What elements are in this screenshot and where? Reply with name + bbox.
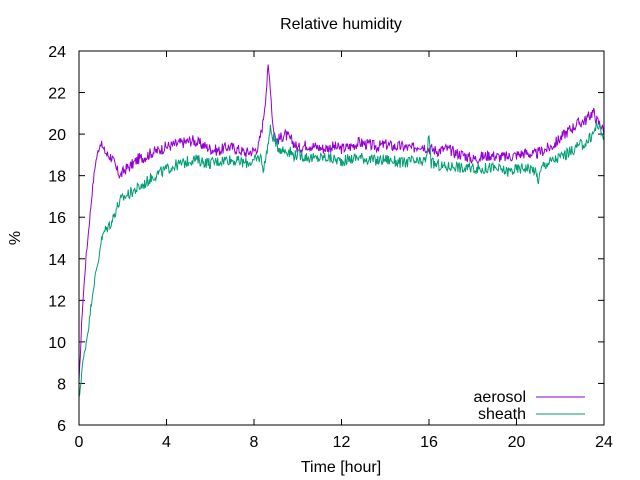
x-tick-label: 4: [162, 434, 171, 451]
legend-label-sheath: sheath: [478, 406, 526, 423]
axis-ticks: 0 4 8 12 16 20 24 6 8 10 12 14 16 18 20 22 24: [48, 44, 613, 451]
y-tick-label: 20: [48, 127, 66, 144]
y-tick-label: 18: [48, 169, 66, 186]
series-line-sheath: [78, 122, 605, 398]
y-tick-label: 12: [48, 293, 66, 310]
x-tick-label: 12: [333, 434, 351, 451]
x-tick-label: 16: [420, 434, 438, 451]
x-tick-label: 20: [508, 434, 526, 451]
y-tick-label: 16: [48, 210, 66, 227]
x-tick-label: 8: [250, 434, 259, 451]
y-tick-label: 24: [48, 44, 66, 61]
y-tick-label: 6: [57, 418, 66, 435]
y-axis-label: %: [7, 231, 24, 245]
legend-label-aerosol: aerosol: [474, 389, 526, 406]
y-tick-label: 14: [48, 252, 66, 269]
x-tick-label: 24: [595, 434, 613, 451]
series-lines: [78, 64, 605, 398]
chart-title: Relative humidity: [280, 16, 402, 33]
y-tick-label: 22: [48, 86, 66, 103]
x-tick-label: 0: [75, 434, 84, 451]
y-tick-label: 10: [48, 335, 66, 352]
y-tick-label: 8: [57, 376, 66, 393]
series-line-aerosol: [78, 64, 605, 381]
plot-frame: [78, 50, 605, 426]
x-axis-label: Time [hour]: [301, 459, 381, 476]
